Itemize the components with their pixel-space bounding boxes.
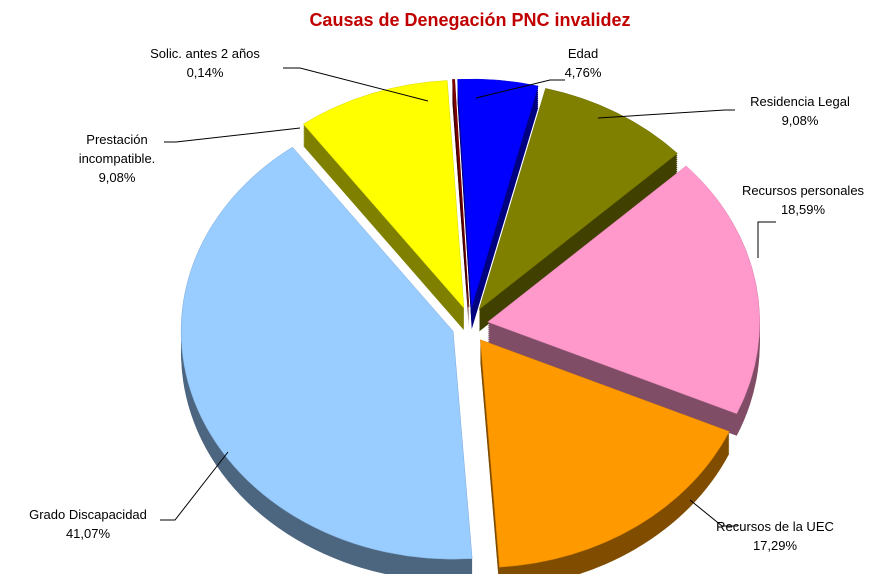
slice-side	[452, 87, 469, 316]
slice	[302, 80, 465, 309]
slice-side	[452, 85, 469, 314]
data-label-name: Recursos personales	[742, 183, 865, 198]
data-label-value: 9,08%	[782, 113, 819, 128]
leader-line	[283, 67, 429, 102]
data-label: Recursos de la UEC 17,29%	[716, 519, 834, 553]
leader-line	[597, 109, 735, 119]
data-label: Recursos personales 18,59%	[742, 183, 865, 217]
leader-line	[757, 221, 776, 258]
slice	[487, 165, 760, 415]
data-label-name: Solic. antes 2 años	[150, 46, 260, 61]
data-label-name: Prestación	[86, 132, 147, 147]
data-label-name: Recursos de la UEC	[716, 519, 834, 534]
data-label: Residencia Legal 9,08%	[750, 94, 850, 128]
slice	[452, 79, 470, 308]
data-label-name: Edad	[568, 46, 598, 61]
slice-side	[452, 95, 469, 324]
slice	[480, 339, 730, 568]
data-label-value: 18,59%	[781, 202, 826, 217]
data-label: Grado Discapacidad 41,07%	[29, 507, 147, 541]
slice-side	[452, 83, 469, 312]
slice-side	[452, 93, 469, 322]
data-label: Solic. antes 2 años 0,14%	[150, 46, 260, 80]
slice-side	[452, 97, 469, 326]
data-label-name: Grado Discapacidad	[29, 507, 147, 522]
leader-line	[160, 451, 229, 521]
data-label-value: 0,14%	[187, 65, 224, 80]
leader-line	[689, 499, 738, 527]
data-label: Edad 4,76%	[565, 46, 602, 80]
data-label-value: 41,07%	[66, 526, 111, 541]
slice	[180, 146, 473, 560]
slice-side	[452, 89, 469, 318]
data-label-value: 4,76%	[565, 65, 602, 80]
slice	[457, 78, 539, 308]
leader-line	[475, 79, 565, 99]
slice-side	[452, 91, 469, 320]
data-label-name: Residencia Legal	[750, 94, 850, 109]
slice-side	[452, 101, 469, 330]
data-label-value: 9,08%	[99, 170, 136, 185]
data-label-name: incompatible.	[79, 151, 156, 166]
leader-line	[164, 127, 301, 143]
slice	[478, 88, 678, 311]
data-label: Prestación incompatible. 9,08%	[79, 132, 156, 185]
slice-side	[452, 99, 469, 328]
data-label-value: 17,29%	[753, 538, 798, 553]
chart-title: Causas de Denegación PNC invalidez	[309, 10, 630, 30]
